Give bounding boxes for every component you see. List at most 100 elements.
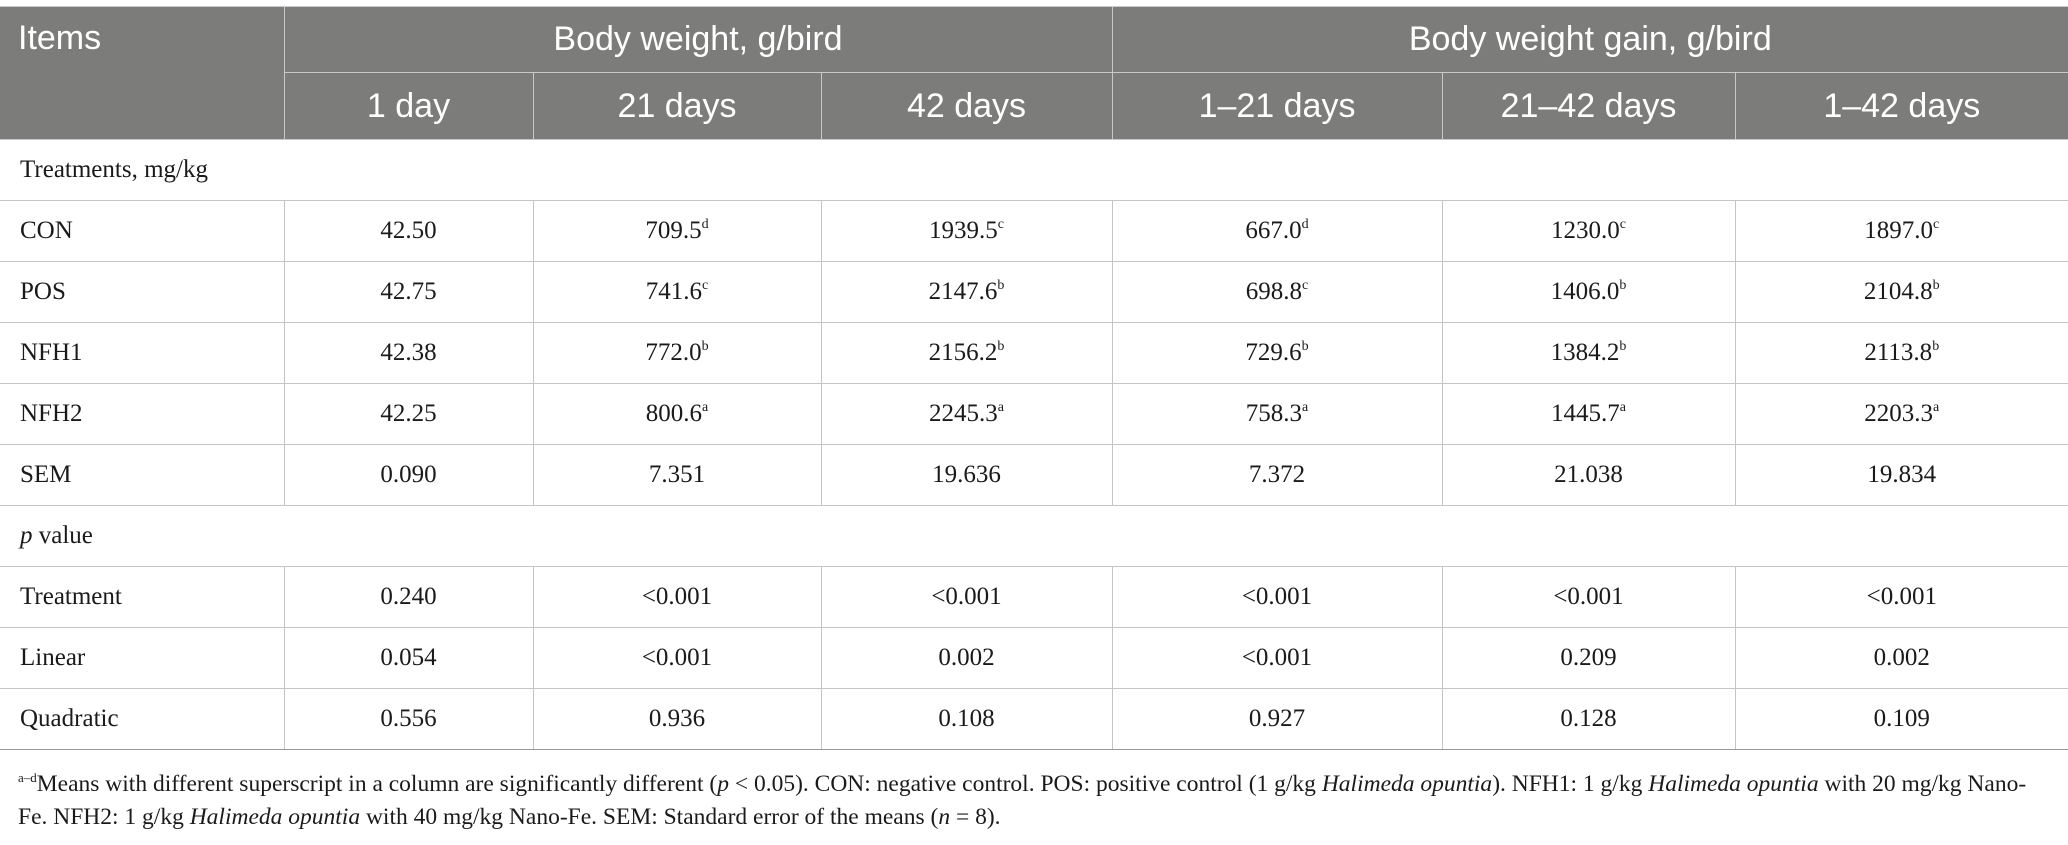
cell-superscript: a [1933, 400, 1940, 415]
cell-superscript: d [1301, 217, 1309, 232]
table-cell: 741.6c [532, 261, 822, 323]
table-cell: 0.927 [1111, 688, 1443, 750]
body-weight-gain-group-header: Body weight gain, g/bird [1111, 6, 2068, 73]
footnote-n-symbol: n [938, 804, 951, 830]
table-cell: 800.6a [532, 383, 822, 445]
table-cell: 0.936 [532, 688, 822, 750]
cell-superscript: a [702, 400, 709, 415]
cell-superscript: a [1302, 400, 1309, 415]
cell-value: 758.3 [1245, 400, 1303, 427]
table-cell: 709.5d [532, 200, 822, 262]
row-label: Treatment [0, 566, 285, 628]
column-header: 21 days [532, 72, 822, 140]
cell-value: 2147.6 [928, 278, 998, 305]
table-cell: 1406.0b [1441, 261, 1736, 323]
footnote-species: Halimeda opuntia [1321, 771, 1493, 797]
cell-value: 19.636 [932, 461, 1001, 488]
table-cell: 7.351 [532, 444, 822, 506]
row-label: Linear [0, 627, 285, 689]
table-body: Treatments, mg/kg CON 42.50 709.5d 1939.… [0, 139, 2068, 750]
cell-value: 2203.3 [1864, 400, 1934, 427]
table-cell: 0.002 [820, 627, 1113, 689]
cell-superscript: c [1302, 278, 1309, 293]
cell-value: 1406.0 [1550, 278, 1620, 305]
table-row: NFH2 42.25 800.6a 2245.3a 758.3a 1445.7a… [0, 383, 2068, 445]
table-cell: 0.108 [820, 688, 1113, 750]
cell-value: 667.0 [1245, 217, 1302, 244]
table-cell: 0.002 [1734, 627, 2068, 689]
cell-value: 7.372 [1248, 461, 1306, 488]
cell-superscript: c [702, 278, 709, 293]
table-cell: 2203.3a [1734, 383, 2068, 445]
cell-value: 2156.2 [928, 339, 998, 366]
table-cell: 0.240 [283, 566, 534, 628]
cell-value: 42.25 [380, 400, 437, 427]
cell-superscript: a [997, 400, 1004, 415]
section-label-p-value: p value [0, 505, 2068, 567]
cell-value: 0.090 [380, 461, 437, 488]
cell-value: 42.38 [380, 339, 437, 366]
table-cell: 0.109 [1734, 688, 2068, 750]
table-header: Items Body weight, g/bird Body weight ga… [0, 6, 2068, 140]
cell-value: 741.6 [645, 278, 703, 305]
section-row-p-value: p value [0, 505, 2068, 567]
row-label: CON [0, 200, 285, 262]
table-cell: 2156.2b [820, 322, 1113, 384]
cell-superscript: b [997, 278, 1005, 293]
table-cell: 2104.8b [1734, 261, 2068, 323]
cell-value: 21.038 [1554, 461, 1623, 488]
table-cell: <0.001 [1441, 566, 1736, 628]
column-header: 1–21 days [1111, 72, 1443, 140]
table-cell: 1939.5c [820, 200, 1113, 262]
footnote-text: with 40 mg/kg Nano-Fe. SEM: Standard err… [360, 804, 939, 830]
table-cell: 0.054 [283, 627, 534, 689]
table-cell: 0.556 [283, 688, 534, 750]
footnote-text: Means with different superscript in a co… [36, 771, 718, 797]
table-cell: <0.001 [820, 566, 1113, 628]
cell-superscript: c [997, 217, 1004, 232]
header-row-groups: Items Body weight, g/bird Body weight ga… [0, 6, 2068, 140]
cell-superscript: b [997, 339, 1005, 354]
table-row: Quadratic 0.556 0.936 0.108 0.927 0.128 … [0, 688, 2068, 750]
cell-value: 1897.0 [1864, 217, 1934, 244]
table-cell: 42.25 [283, 383, 534, 445]
section-label-treatments: Treatments, mg/kg [0, 139, 2068, 201]
cell-superscript: b [1619, 278, 1627, 293]
cell-value: 2245.3 [929, 400, 998, 427]
table-cell: 0.209 [1441, 627, 1736, 689]
cell-superscript: b [1619, 339, 1627, 354]
p-value-text: value [32, 522, 93, 549]
cell-superscript: b [1301, 339, 1309, 354]
cell-value: 19.834 [1867, 461, 1937, 488]
table-cell: <0.001 [532, 566, 822, 628]
table-row: NFH1 42.38 772.0b 2156.2b 729.6b 1384.2b… [0, 322, 2068, 384]
cell-value: 1384.2 [1550, 339, 1620, 366]
footnote-text: = 8). [950, 804, 1001, 830]
column-header: 42 days [820, 72, 1113, 140]
footnote-species: Halimeda opuntia [189, 804, 361, 830]
table-cell: 1230.0c [1441, 200, 1736, 262]
row-label: Quadratic [0, 688, 285, 750]
table-cell: 42.50 [283, 200, 534, 262]
cell-superscript: b [701, 339, 709, 354]
table-footnote: a–dMeans with different superscript in a… [18, 768, 2053, 834]
table-cell: 21.038 [1441, 444, 1736, 506]
cell-value: 42.50 [380, 217, 437, 244]
cell-value: 698.8 [1245, 278, 1303, 305]
table-cell: 0.090 [283, 444, 534, 506]
section-row-treatments: Treatments, mg/kg [0, 139, 2068, 201]
table-cell: 758.3a [1111, 383, 1443, 445]
column-header: 21–42 days [1441, 72, 1736, 140]
table-cell: 1897.0c [1734, 200, 2068, 262]
results-table: Items Body weight, g/bird Body weight ga… [0, 6, 2068, 750]
footnote-superscript: a–d [18, 770, 37, 785]
table-cell: 729.6b [1111, 322, 1443, 384]
table-cell: 667.0d [1111, 200, 1443, 262]
table-cell: <0.001 [1111, 627, 1443, 689]
row-label: NFH1 [0, 322, 285, 384]
footnote-p-symbol: p [717, 771, 729, 797]
table-row: Linear 0.054 <0.001 0.002 <0.001 0.209 0… [0, 627, 2068, 689]
table-cell: <0.001 [1734, 566, 2068, 628]
footnote-species: Halimeda opuntia [1648, 771, 1819, 797]
